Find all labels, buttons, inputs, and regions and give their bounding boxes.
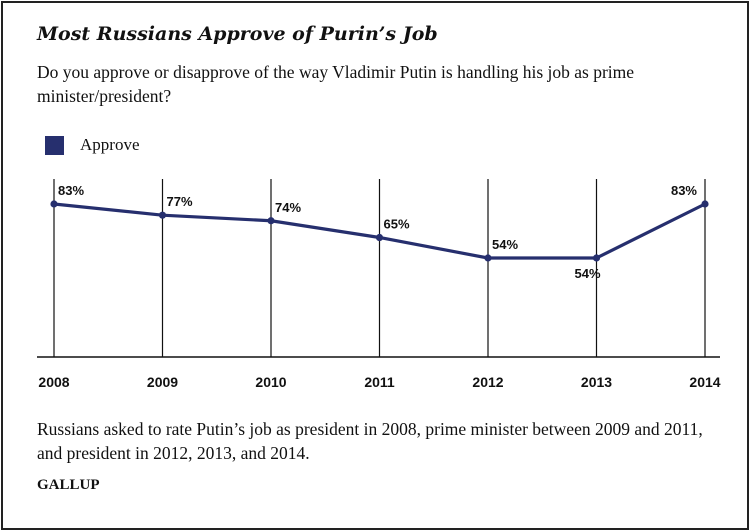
- data-label: 77%: [167, 194, 193, 209]
- legend-label: Approve: [80, 135, 140, 154]
- x-tick-label: 2012: [472, 374, 503, 390]
- x-tick-label: 2009: [147, 374, 178, 390]
- x-tick-label: 2008: [38, 374, 69, 390]
- data-label: 74%: [275, 200, 301, 215]
- data-label: 54%: [492, 237, 518, 252]
- data-label: 54%: [575, 266, 601, 281]
- data-label: 83%: [671, 183, 697, 198]
- data-label: 65%: [384, 217, 410, 232]
- data-point: [484, 254, 492, 262]
- chart-title: Most Russians Approve of Purin’s Job: [37, 23, 438, 45]
- data-point: [701, 200, 709, 208]
- source-label: GALLUP: [37, 477, 100, 493]
- data-point: [375, 233, 384, 242]
- data-label: 83%: [58, 183, 84, 198]
- chart-subtitle: Do you approve or disapprove of the way …: [37, 62, 635, 106]
- x-tick-label: 2011: [364, 374, 395, 390]
- data-point: [592, 254, 601, 262]
- data-point: [267, 217, 275, 225]
- x-tick-label: 2014: [689, 374, 720, 390]
- legend: Approve: [45, 135, 139, 155]
- x-tick-label: 2010: [255, 374, 286, 390]
- x-tick-label: 2013: [581, 374, 612, 390]
- chart-note: Russians asked to rate Putin’s job as pr…: [37, 419, 703, 463]
- data-point: [50, 200, 58, 208]
- data-point: [158, 211, 167, 219]
- legend-swatch: [45, 135, 64, 155]
